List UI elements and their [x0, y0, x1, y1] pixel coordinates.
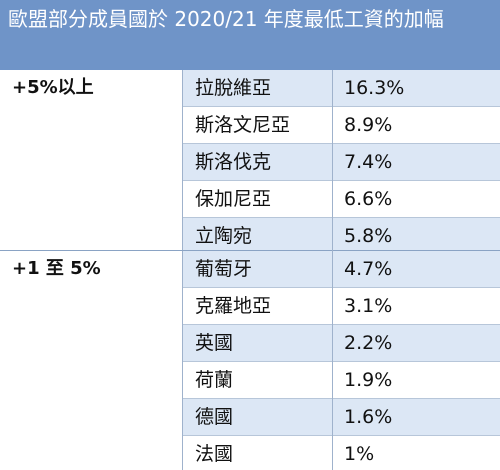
country-name: 斯洛伐克 — [195, 151, 272, 173]
group-label-text: +1 至 5% — [12, 258, 101, 279]
table-row: 克羅地亞 3.1% — [183, 288, 500, 325]
country-name: 法國 — [195, 443, 234, 465]
increase-value: 4.7% — [344, 258, 393, 280]
table-row: 拉脫維亞 16.3% — [183, 70, 500, 107]
increase-value: 1% — [344, 443, 375, 465]
country-name: 英國 — [195, 332, 234, 354]
table-row: 荷蘭 1.9% — [183, 362, 500, 399]
group-label-text: +5%以上 — [12, 77, 94, 98]
country-name: 葡萄牙 — [195, 258, 253, 280]
increase-value: 7.4% — [344, 151, 393, 173]
country-name: 德國 — [195, 406, 234, 428]
table-row: 保加尼亞 6.6% — [183, 181, 500, 218]
table-row: 斯洛文尼亞 8.9% — [183, 107, 500, 144]
table-row: 德國 1.6% — [183, 399, 500, 436]
increase-value: 16.3% — [344, 77, 405, 99]
increase-value: 8.9% — [344, 114, 393, 136]
country-name: 克羅地亞 — [195, 295, 272, 317]
group-divider — [0, 250, 500, 251]
increase-value: 1.9% — [344, 369, 393, 391]
table-row: 立陶宛 5.8% — [183, 218, 500, 251]
table-row: 葡萄牙 4.7% — [183, 251, 500, 288]
table-row: 英國 2.2% — [183, 325, 500, 362]
increase-value: 3.1% — [344, 295, 393, 317]
increase-value: 6.6% — [344, 188, 393, 210]
group-over-5-percent: +5%以上 拉脫維亞 16.3% 斯洛文尼亞 8.9% 斯洛伐克 7.4% 保加… — [0, 70, 500, 251]
increase-value: 1.6% — [344, 406, 393, 428]
country-name: 立陶宛 — [195, 225, 253, 247]
country-name: 保加尼亞 — [195, 188, 272, 210]
group-label: +5%以上 — [0, 70, 183, 251]
table-title: 歐盟部分成員國於 2020/21 年度最低工資的加幅 — [8, 7, 444, 31]
country-name: 斯洛文尼亞 — [195, 114, 291, 136]
group-label: +1 至 5% — [0, 251, 183, 470]
country-name: 荷蘭 — [195, 369, 234, 391]
table-row: 法國 1% — [183, 436, 500, 470]
table-row: 斯洛伐克 7.4% — [183, 144, 500, 181]
increase-value: 2.2% — [344, 332, 393, 354]
table-grid: +5%以上 拉脫維亞 16.3% 斯洛文尼亞 8.9% 斯洛伐克 7.4% 保加… — [0, 70, 500, 470]
country-name: 拉脫維亞 — [195, 77, 272, 99]
group-1-to-5-percent: +1 至 5% 葡萄牙 4.7% 克羅地亞 3.1% 英國 2.2% 荷蘭 1.… — [0, 251, 500, 470]
increase-value: 5.8% — [344, 225, 393, 247]
table-title-bar: 歐盟部分成員國於 2020/21 年度最低工資的加幅 — [0, 0, 500, 70]
value-column-divider — [332, 70, 333, 470]
